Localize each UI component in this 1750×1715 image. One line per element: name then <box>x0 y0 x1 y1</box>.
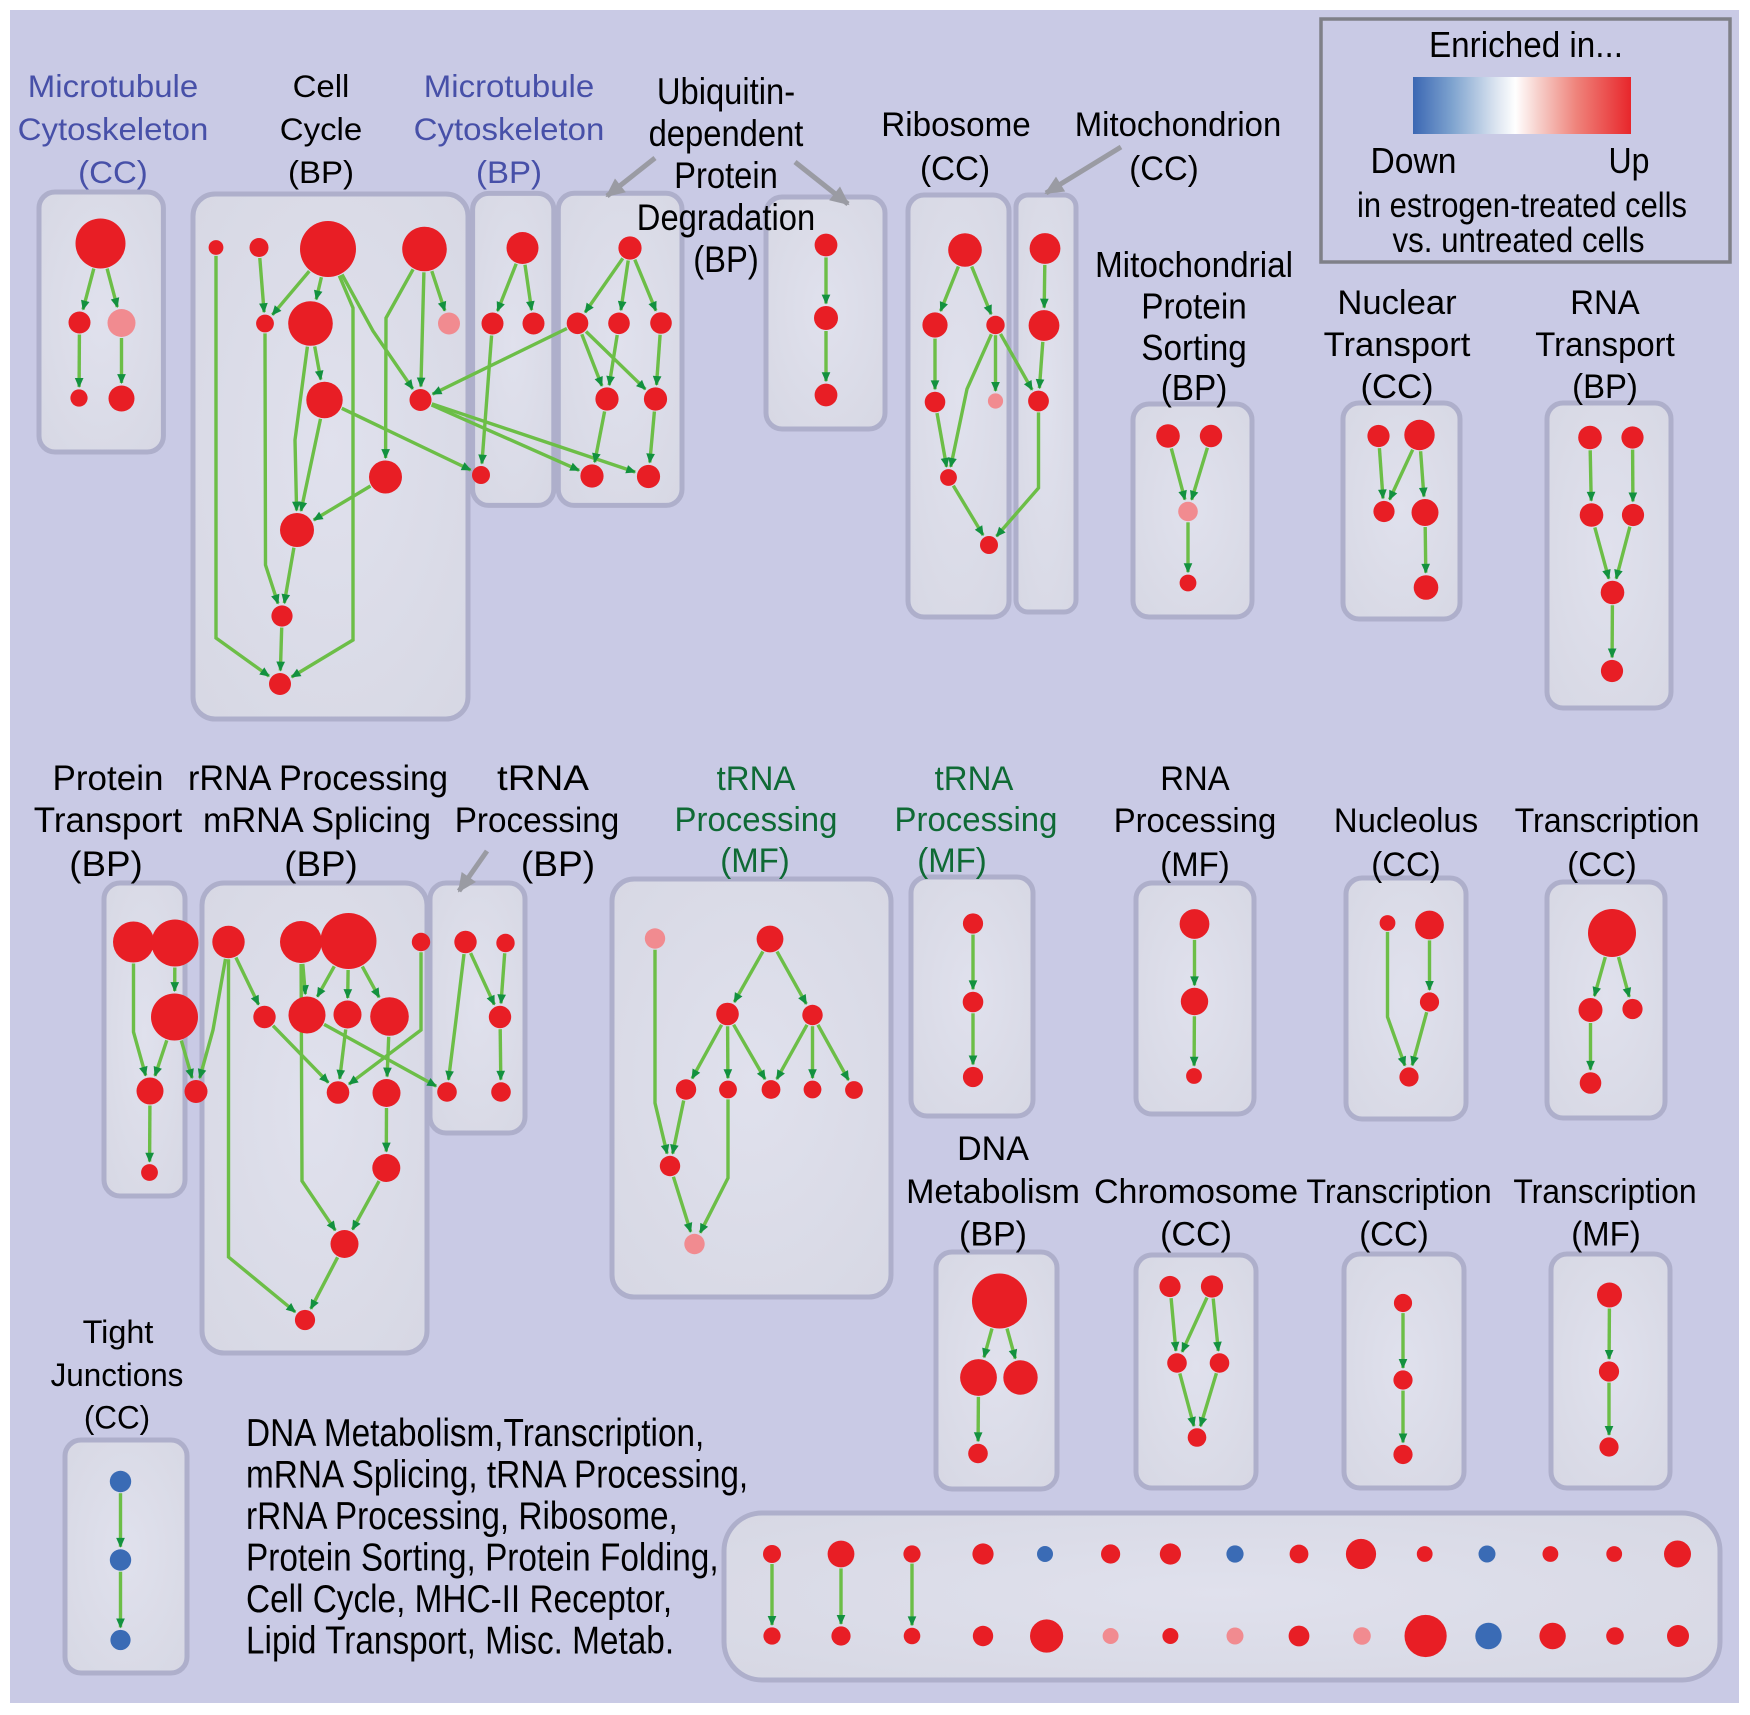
svg-text:tRNA: tRNA <box>497 759 590 798</box>
svg-text:(MF): (MF) <box>1571 1216 1641 1254</box>
svg-text:rRNA Processing: rRNA Processing <box>188 759 448 798</box>
svg-text:Processing: Processing <box>455 801 620 840</box>
svg-text:RNA: RNA <box>1570 284 1639 322</box>
svg-text:(CC): (CC) <box>1567 846 1636 884</box>
svg-text:Degradation: Degradation <box>637 197 815 238</box>
svg-text:Enriched in...: Enriched in... <box>1429 24 1623 65</box>
svg-text:Mitochondrion: Mitochondrion <box>1075 106 1282 144</box>
svg-text:vs. untreated cells: vs. untreated cells <box>1393 221 1645 260</box>
svg-text:DNA Metabolism,Transcription,: DNA Metabolism,Transcription, <box>246 1412 704 1455</box>
svg-text:(CC): (CC) <box>1160 1216 1232 1254</box>
svg-text:Transcription: Transcription <box>1515 802 1700 840</box>
svg-text:(MF): (MF) <box>720 842 790 880</box>
svg-text:Transport: Transport <box>1324 326 1471 364</box>
svg-text:in estrogen-treated cells: in estrogen-treated cells <box>1357 186 1687 225</box>
svg-text:(CC): (CC) <box>920 150 990 188</box>
svg-text:Nucleolus: Nucleolus <box>1334 802 1478 840</box>
svg-text:(BP): (BP) <box>1161 367 1228 408</box>
svg-text:(BP): (BP) <box>288 154 354 190</box>
svg-text:Transcription: Transcription <box>1513 1173 1696 1211</box>
svg-text:Microtubule: Microtubule <box>28 68 198 104</box>
svg-text:Protein Sorting, Protein Foldi: Protein Sorting, Protein Folding, <box>246 1537 719 1580</box>
svg-text:Protein: Protein <box>53 759 164 798</box>
svg-text:Ubiquitin-: Ubiquitin- <box>657 71 795 112</box>
svg-text:Chromosome: Chromosome <box>1094 1173 1298 1211</box>
svg-text:Sorting: Sorting <box>1141 327 1247 368</box>
svg-text:Processing: Processing <box>675 801 838 839</box>
svg-text:Metabolism: Metabolism <box>906 1173 1080 1211</box>
svg-text:Ribosome: Ribosome <box>881 106 1031 144</box>
svg-text:Processing: Processing <box>1114 802 1277 840</box>
svg-text:(BP): (BP) <box>284 845 358 884</box>
svg-text:Nuclear: Nuclear <box>1337 284 1456 322</box>
svg-text:tRNA: tRNA <box>717 760 796 798</box>
svg-text:RNA: RNA <box>1160 760 1229 798</box>
svg-text:tRNA: tRNA <box>935 760 1014 798</box>
svg-text:Cytoskeleton: Cytoskeleton <box>414 111 605 147</box>
svg-text:Transport: Transport <box>1535 326 1675 364</box>
svg-text:Processing: Processing <box>895 801 1058 839</box>
svg-text:Cycle: Cycle <box>280 111 362 147</box>
svg-text:Down: Down <box>1371 140 1457 181</box>
svg-text:(CC): (CC) <box>1371 846 1440 884</box>
svg-text:Protein: Protein <box>674 155 778 196</box>
svg-text:(CC): (CC) <box>1359 1216 1429 1254</box>
svg-text:(BP): (BP) <box>1572 368 1638 406</box>
svg-text:mRNA Splicing: mRNA Splicing <box>203 801 431 840</box>
svg-text:Up: Up <box>1609 140 1650 181</box>
svg-text:(CC): (CC) <box>78 154 148 190</box>
svg-text:(MF): (MF) <box>1160 846 1229 884</box>
svg-text:Microtubule: Microtubule <box>424 68 594 104</box>
svg-text:(BP): (BP) <box>521 845 595 884</box>
svg-text:Mitochondrial: Mitochondrial <box>1095 244 1293 285</box>
svg-text:mRNA Splicing, tRNA Processing: mRNA Splicing, tRNA Processing, <box>246 1454 748 1497</box>
svg-text:(BP): (BP) <box>476 154 542 190</box>
svg-text:DNA: DNA <box>957 1130 1029 1168</box>
svg-text:(MF): (MF) <box>917 842 987 880</box>
svg-text:Cell: Cell <box>293 68 350 104</box>
svg-text:(BP): (BP) <box>693 239 759 280</box>
svg-text:Transport: Transport <box>34 801 183 840</box>
svg-text:Lipid Transport, Misc. Metab.: Lipid Transport, Misc. Metab. <box>246 1620 674 1663</box>
svg-text:Junctions: Junctions <box>51 1357 184 1393</box>
svg-text:dependent: dependent <box>649 113 804 154</box>
svg-text:(BP): (BP) <box>69 845 143 884</box>
svg-text:Cytoskeleton: Cytoskeleton <box>18 111 209 147</box>
svg-text:rRNA Processing, Ribosome,: rRNA Processing, Ribosome, <box>246 1495 678 1538</box>
svg-text:(CC): (CC) <box>1129 150 1198 188</box>
svg-text:(CC): (CC) <box>1361 368 1434 406</box>
svg-text:Protein: Protein <box>1141 286 1247 327</box>
svg-text:Transcription: Transcription <box>1306 1173 1491 1211</box>
svg-text:(CC): (CC) <box>84 1400 150 1436</box>
svg-text:Tight: Tight <box>83 1314 154 1350</box>
svg-text:(BP): (BP) <box>959 1216 1027 1254</box>
svg-text:Cell Cycle, MHC-II Receptor,: Cell Cycle, MHC-II Receptor, <box>246 1578 672 1621</box>
